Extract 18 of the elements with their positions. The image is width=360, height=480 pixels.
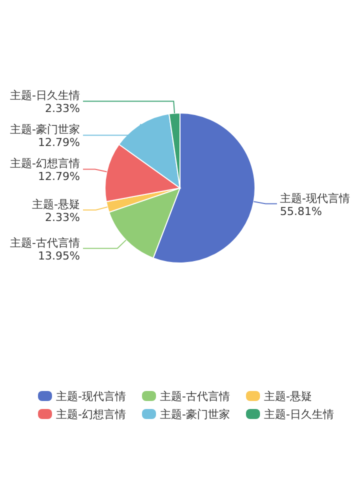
slice-label: 主题-豪门世家: [10, 123, 80, 136]
data-label: 12.79%: [38, 136, 80, 150]
data-label: 12.79%: [38, 170, 80, 184]
data-label: 13.95%: [38, 249, 80, 262]
slice-label: 主题-日久生情: [10, 89, 80, 102]
legend-label: 主题-日久生情: [264, 408, 334, 421]
slice-label: 主题-幻想言情: [10, 157, 80, 170]
slice-label: 主题-古代言情: [10, 236, 80, 250]
data-label: 2.33%: [45, 102, 80, 116]
legend-label: 主题-豪门世家: [160, 408, 230, 421]
legend-label: 主题-悬疑: [264, 390, 312, 403]
legend-label: 主题-现代言情: [56, 390, 126, 403]
data-label: 55.81%: [280, 204, 322, 218]
slice-label: 主题-现代言情: [280, 192, 350, 205]
slice-label: 主题-悬疑: [32, 198, 80, 212]
data-label: 2.33%: [45, 211, 80, 224]
legend-label: 主题-古代言情: [160, 390, 230, 403]
legend-label: 主题-幻想言情: [56, 408, 126, 421]
